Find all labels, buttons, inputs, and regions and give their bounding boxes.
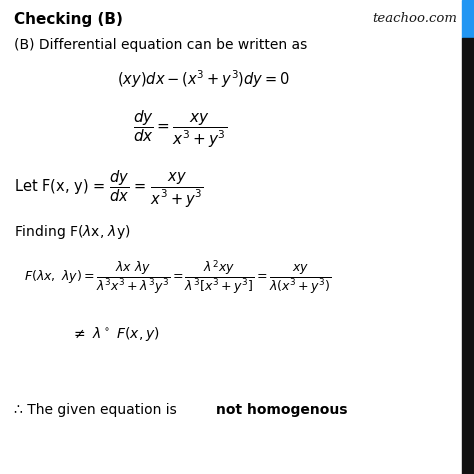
Bar xyxy=(462,0,474,38)
Text: not homogenous: not homogenous xyxy=(216,403,347,417)
Text: $\dfrac{dy}{dx} = \dfrac{xy}{x^3 + y^3}$: $\dfrac{dy}{dx} = \dfrac{xy}{x^3 + y^3}$ xyxy=(133,109,227,150)
Text: Checking (B): Checking (B) xyxy=(14,12,123,27)
Text: $\neq\ \lambda^\circ\ F(x, y)$: $\neq\ \lambda^\circ\ F(x, y)$ xyxy=(71,325,160,343)
Text: Finding F($\lambda$x, $\lambda$y): Finding F($\lambda$x, $\lambda$y) xyxy=(14,223,131,241)
Text: teachoo.com: teachoo.com xyxy=(373,12,457,25)
Text: $F(\lambda x,\ \lambda y) = \dfrac{\lambda x\ \lambda y}{\lambda^3 x^3 + \lambda: $F(\lambda x,\ \lambda y) = \dfrac{\lamb… xyxy=(24,258,331,296)
Text: ∴ The given equation is: ∴ The given equation is xyxy=(14,403,182,417)
Text: (B) Differential equation can be written as: (B) Differential equation can be written… xyxy=(14,38,308,52)
Text: $(xy)dx - (x^3 + y^3)dy = 0$: $(xy)dx - (x^3 + y^3)dy = 0$ xyxy=(118,69,290,91)
Text: Let F(x, y) = $\dfrac{dy}{dx}$ = $\dfrac{xy}{x^3 + y^3}$: Let F(x, y) = $\dfrac{dy}{dx}$ = $\dfrac… xyxy=(14,168,204,210)
Bar xyxy=(462,38,474,474)
